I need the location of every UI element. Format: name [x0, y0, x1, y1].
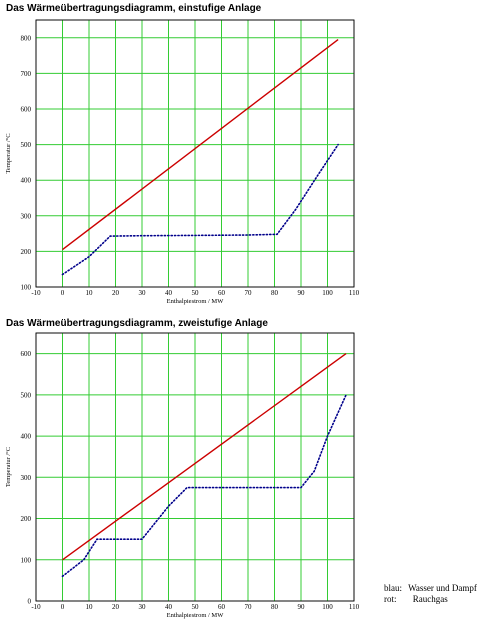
- chart-2-xtick-6: 50: [192, 603, 200, 611]
- chart-title-1: Das Wärmeübertragungsdiagramm, einstufig…: [6, 3, 262, 14]
- chart-1-ytick-6: 700: [21, 70, 32, 78]
- chart-1-xtick-4: 30: [139, 289, 147, 297]
- chart-1-ytick-0: 100: [21, 284, 32, 292]
- chart-1-xtick-1: 0: [61, 289, 65, 297]
- chart-title-2: Das Wärmeübertragungsdiagramm, zweistufi…: [6, 318, 268, 329]
- chart-2-xlabel: Enthalpiestrom / MW: [167, 612, 225, 619]
- chart-2-xtick-3: 20: [112, 603, 120, 611]
- chart-1-xtick-0: -10: [31, 289, 41, 297]
- chart-2-series-0-line: [62, 353, 347, 561]
- chart-1-xtick-8: 70: [245, 289, 253, 297]
- chart-1-xtick-9: 80: [271, 289, 279, 297]
- chart-2-ylabel: Temperatur /°C: [5, 447, 12, 487]
- chart-1-xtick-12: 110: [349, 289, 360, 297]
- chart-1-xtick-7: 60: [218, 289, 226, 297]
- chart-1-ytick-2: 300: [21, 212, 32, 220]
- chart-2-xtick-10: 90: [298, 603, 306, 611]
- chart-2-xtick-0: -10: [31, 603, 41, 611]
- chart-1-ytick-1: 200: [21, 248, 32, 256]
- chart-2-xtick-9: 80: [271, 603, 279, 611]
- chart-1-ylabel: Temperatur /°C: [5, 133, 12, 173]
- legend: blau: Wasser und Dampf rot: Rauchgas: [384, 583, 477, 605]
- chart-2-ytick-3: 300: [21, 474, 32, 482]
- chart-2-ytick-5: 500: [21, 391, 32, 399]
- chart-2-ytick-4: 400: [21, 433, 32, 441]
- chart-1-xtick-2: 10: [86, 289, 94, 297]
- chart-2-ytick-6: 600: [21, 350, 32, 358]
- chart-1-ytick-5: 600: [21, 106, 32, 114]
- chart-2-ytick-2: 200: [21, 515, 32, 523]
- chart-2-xtick-8: 70: [245, 603, 253, 611]
- chart-1-xtick-6: 50: [192, 289, 200, 297]
- chart-2-xtick-11: 100: [322, 603, 333, 611]
- chart-1-border: [35, 19, 355, 288]
- legend-blue: blau: Wasser und Dampf: [384, 583, 477, 593]
- chart-2-series-1-line: [61, 393, 347, 578]
- chart-2-xtick-12: 110: [349, 603, 360, 611]
- chart-2-ytick-0: 0: [28, 598, 32, 606]
- chart-2-ytick-1: 100: [21, 556, 32, 564]
- chart-2-xtick-5: 40: [165, 603, 173, 611]
- chart-1-ytick-4: 500: [21, 141, 32, 149]
- chart-1-xtick-3: 20: [112, 289, 120, 297]
- chart-1-series-1-line: [61, 143, 339, 276]
- chart-2-xtick-2: 10: [86, 603, 94, 611]
- legend-red: rot: Rauchgas: [384, 594, 448, 604]
- chart-1-xtick-11: 100: [322, 289, 333, 297]
- chart-1-xtick-10: 90: [298, 289, 306, 297]
- chart-1-plot: -10 0 10 20 30 40 50 60 70 80 90 100 110 100 200 300 400…: [5, 19, 360, 305]
- chart-2-xtick-4: 30: [139, 603, 147, 611]
- chart-1-ytick-3: 400: [21, 177, 32, 185]
- chart-1-ytick-7: 800: [21, 34, 32, 42]
- chart-2-xtick-1: 0: [61, 603, 65, 611]
- chart-1-xlabel: Enthalpiestrom / MW: [167, 298, 225, 305]
- chart-1-xtick-5: 40: [165, 289, 173, 297]
- chart-1-series-0-line: [62, 39, 339, 251]
- chart-2-xtick-7: 60: [218, 603, 226, 611]
- chart-2-border: [35, 332, 355, 602]
